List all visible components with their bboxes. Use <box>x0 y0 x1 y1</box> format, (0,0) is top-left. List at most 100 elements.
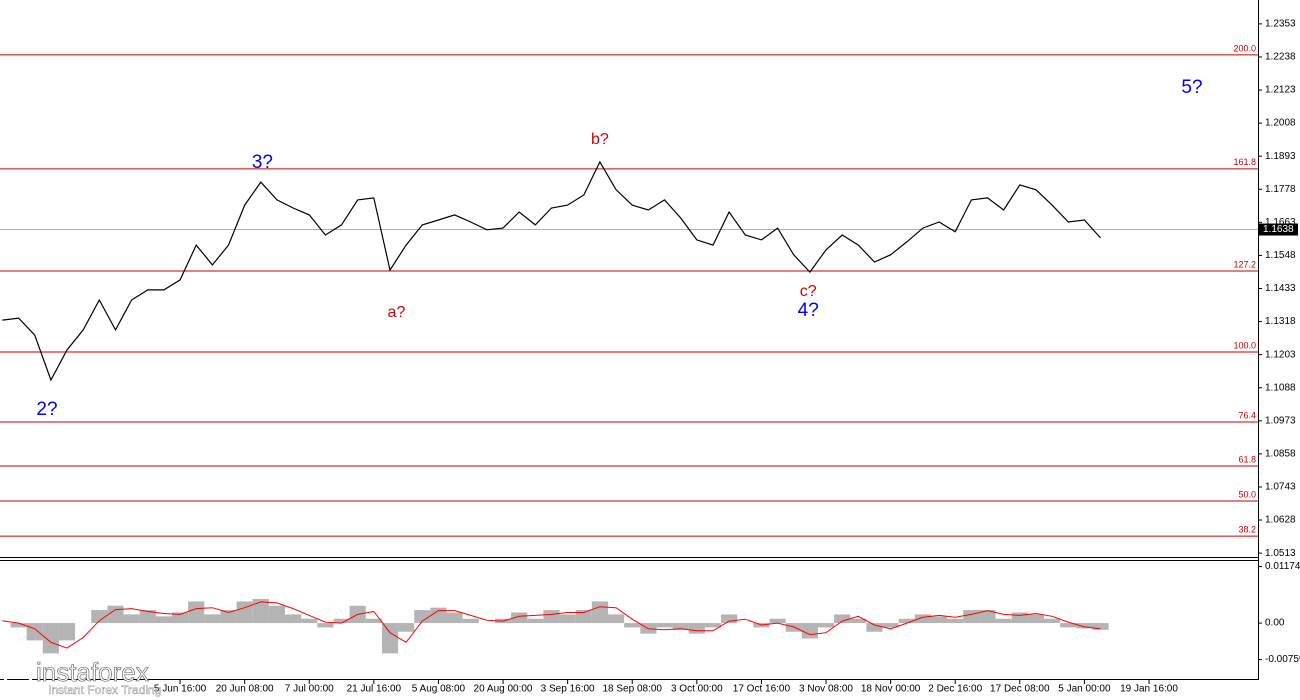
histogram-bar <box>769 618 786 624</box>
histogram-bar <box>1044 618 1061 624</box>
fib-level-label: 50.0 <box>1238 489 1256 499</box>
price-line <box>2 160 1101 382</box>
y-tick-label: 1.1778 <box>1265 184 1296 195</box>
y-tick-label: 1.0513 <box>1265 548 1296 559</box>
histogram-bar <box>979 610 996 624</box>
x-tick-label: 18 Sep 08:00 <box>602 684 662 695</box>
watermark: instaforex Instant Forex Trading <box>3 657 162 697</box>
brand-name: instaforex <box>36 657 149 687</box>
histogram-bar <box>575 610 592 624</box>
wave-label: 4? <box>798 300 819 321</box>
y-tick-label: 1.1433 <box>1265 283 1296 294</box>
histogram-bar <box>252 599 269 624</box>
histogram-bar <box>430 607 447 624</box>
histogram-bar <box>1092 623 1109 630</box>
y-tick-label: 1.1893 <box>1265 151 1296 162</box>
y-tick-label: 1.2008 <box>1265 118 1296 129</box>
histogram-bar <box>850 618 867 624</box>
histogram-bar <box>898 618 915 624</box>
wave-label: 2? <box>36 399 57 420</box>
histogram-bar <box>414 610 431 624</box>
histogram-bar <box>1076 623 1093 629</box>
brand-tagline: Instant Forex Trading <box>48 683 161 697</box>
y-tick-label: 0.00 <box>1265 618 1285 629</box>
histogram-bar <box>123 614 140 624</box>
histogram-bar <box>1027 614 1045 624</box>
histogram-bar <box>930 616 948 624</box>
histogram-bar <box>107 605 124 624</box>
y-tick-label: -0.00759 <box>1265 654 1300 665</box>
histogram-bar <box>882 623 899 628</box>
y-tick-label: 1.1203 <box>1265 349 1296 360</box>
histogram-bar <box>591 601 609 624</box>
fib-level-label: 61.8 <box>1238 454 1256 464</box>
fib-level-label: 100.0 <box>1233 340 1256 350</box>
histogram-bar <box>26 623 43 641</box>
histogram-bar <box>236 601 253 624</box>
wave-label: 3? <box>252 152 273 173</box>
histogram-bar <box>963 610 980 624</box>
y-tick-label: 1.0973 <box>1265 415 1296 426</box>
logo <box>3 661 33 691</box>
histogram-bar <box>1060 623 1077 628</box>
histogram-bar <box>559 614 576 624</box>
histogram-bar <box>704 623 722 628</box>
histogram-bar <box>317 623 334 628</box>
y-tick-label: 1.1663 <box>1265 217 1296 228</box>
histogram-bar <box>866 623 883 632</box>
histogram-bar <box>381 623 399 654</box>
histogram-bar <box>268 605 286 624</box>
histogram-bar <box>688 623 705 634</box>
histogram-bar <box>511 612 528 624</box>
histogram-bar <box>462 618 479 624</box>
histogram-bar <box>721 614 738 624</box>
histogram-bar <box>171 612 189 624</box>
x-tick-label: 18 Nov 00:00 <box>861 684 921 695</box>
histogram-bar <box>301 618 318 624</box>
last-price-box <box>1258 223 1298 236</box>
histogram-bar <box>608 614 625 624</box>
x-tick-label: 5 Jun 16:00 <box>154 684 207 695</box>
fib-level-label: 127.2 <box>1233 259 1256 269</box>
signal-line <box>2 601 1101 649</box>
histogram-bar <box>155 616 172 624</box>
wave-label: 5? <box>1181 77 1202 98</box>
histogram-bar <box>801 623 818 639</box>
wave-label: b? <box>591 131 609 148</box>
x-tick-label: 20 Aug 00:00 <box>474 684 533 695</box>
x-tick-label: 3 Sep 16:00 <box>541 684 595 695</box>
x-tick-label: 2 Dec 16:00 <box>928 684 982 695</box>
histogram-bar <box>446 612 463 624</box>
y-tick-label: 1.0858 <box>1265 449 1296 460</box>
x-tick-label: 21 Jul 16:00 <box>347 684 402 695</box>
histogram-bar <box>58 623 76 641</box>
x-tick-label: 3 Oct 00:00 <box>671 684 723 695</box>
histogram-bar <box>1011 612 1028 624</box>
y-tick-label: 1.2238 <box>1265 52 1296 63</box>
histogram-bar <box>204 614 221 624</box>
y-tick-label: 1.2353 <box>1265 19 1296 30</box>
histogram-bar <box>624 623 641 628</box>
histogram-bar <box>91 610 108 624</box>
x-tick-label: 17 Dec 08:00 <box>990 684 1050 695</box>
x-tick-label: 5 Aug 08:00 <box>412 684 466 695</box>
histogram-bar <box>188 601 205 624</box>
wave-label: c? <box>800 283 817 300</box>
histogram-bar <box>398 623 415 632</box>
histogram-bar <box>914 614 931 624</box>
y-tick-label: 1.1088 <box>1265 382 1296 393</box>
y-tick-label: 1.0628 <box>1265 515 1296 526</box>
fib-level-label: 200.0 <box>1233 43 1256 53</box>
histogram-bar <box>672 623 689 630</box>
y-tick-label: 1.1318 <box>1265 316 1296 327</box>
x-tick-label: 5 Jan 00:00 <box>1058 684 1111 695</box>
y-tick-label: 0.01174 <box>1265 561 1300 572</box>
histogram-bar <box>995 618 1012 624</box>
fib-level-label: 161.8 <box>1233 157 1256 167</box>
histogram-bar <box>656 623 673 628</box>
x-tick-label: 17 Oct 16:00 <box>733 684 791 695</box>
histogram-bar <box>139 610 156 624</box>
histogram-bar <box>42 623 59 654</box>
